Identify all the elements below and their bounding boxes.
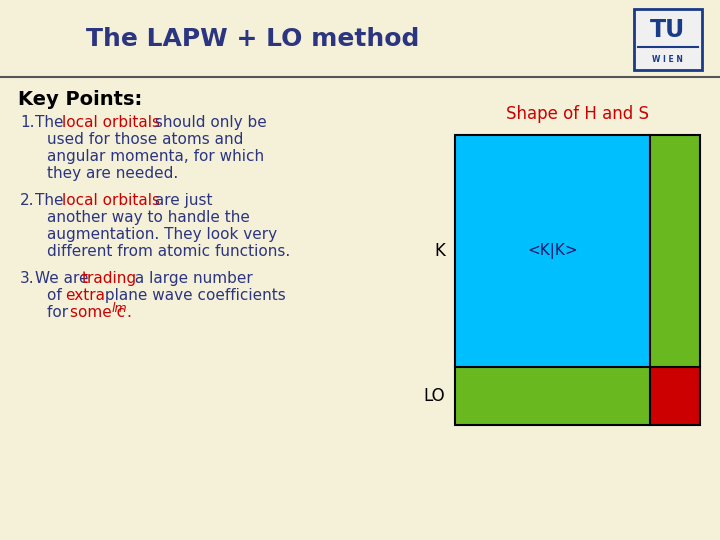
Text: W I E N: W I E N: [652, 55, 683, 64]
Text: another way to handle the: another way to handle the: [47, 210, 250, 225]
Text: different from atomic functions.: different from atomic functions.: [47, 244, 290, 259]
Text: .: .: [126, 305, 131, 320]
Text: The LAPW + LO method: The LAPW + LO method: [86, 27, 420, 51]
Text: 1.: 1.: [20, 115, 35, 130]
Text: local orbitals: local orbitals: [62, 193, 160, 208]
Text: of: of: [47, 288, 67, 303]
Bar: [455, 135, 650, 367]
Text: should only be: should only be: [150, 115, 266, 130]
Text: augmentation. They look very: augmentation. They look very: [47, 227, 277, 242]
FancyBboxPatch shape: [634, 9, 702, 70]
Bar: [650, 367, 700, 425]
Text: trading: trading: [82, 271, 137, 286]
Text: extra: extra: [65, 288, 105, 303]
Text: lm: lm: [112, 302, 127, 315]
Text: Key Points:: Key Points:: [18, 90, 143, 109]
Text: a large number: a large number: [130, 271, 253, 286]
Text: 2.: 2.: [20, 193, 35, 208]
Text: used for those atoms and: used for those atoms and: [47, 132, 243, 147]
Bar: [455, 135, 700, 425]
Bar: [650, 135, 700, 367]
Text: TU: TU: [650, 18, 685, 42]
Text: angular momenta, for which: angular momenta, for which: [47, 149, 264, 164]
Text: are just: are just: [150, 193, 212, 208]
Bar: [455, 367, 650, 425]
Text: The: The: [35, 193, 68, 208]
Text: Shape of H and S: Shape of H and S: [506, 105, 649, 123]
Text: <K|K>: <K|K>: [527, 243, 578, 259]
Text: 3.: 3.: [20, 271, 35, 286]
Text: LO: LO: [423, 387, 445, 405]
Text: for: for: [47, 305, 73, 320]
Text: some c: some c: [70, 305, 125, 320]
Text: they are needed.: they are needed.: [47, 166, 179, 181]
Text: We are: We are: [35, 271, 94, 286]
Text: local orbitals: local orbitals: [62, 115, 160, 130]
Text: plane wave coefficients: plane wave coefficients: [100, 288, 286, 303]
Text: The: The: [35, 115, 68, 130]
Text: K: K: [434, 242, 445, 260]
